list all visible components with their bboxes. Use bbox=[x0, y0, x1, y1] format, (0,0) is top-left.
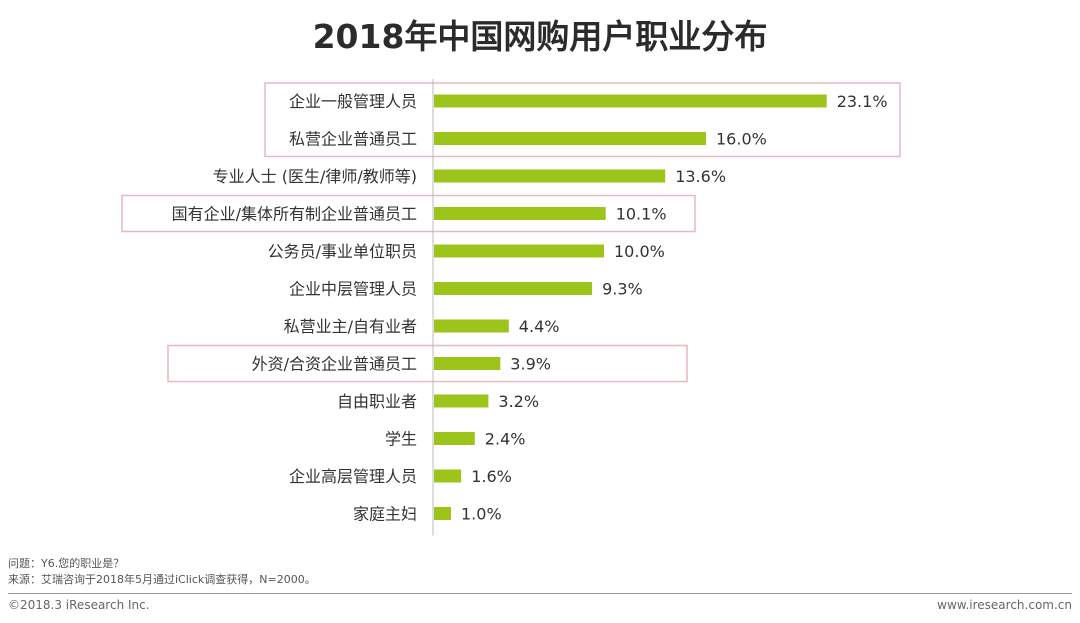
category-label: 学生 bbox=[385, 430, 417, 449]
value-label: 10.1% bbox=[616, 205, 667, 224]
category-label: 私营业主/自有业者 bbox=[284, 317, 417, 336]
bar bbox=[434, 319, 509, 333]
footnote-question: 问题：Y6.您的职业是？ bbox=[8, 557, 125, 570]
value-label: 3.2% bbox=[498, 392, 539, 411]
footer-divider bbox=[8, 593, 1072, 594]
chart-title: 2018年中国网购用户职业分布 bbox=[312, 17, 768, 56]
category-label: 企业高层管理人员 bbox=[289, 467, 417, 486]
value-label: 4.4% bbox=[519, 317, 560, 336]
category-label: 专业人士 (医生/律师/教师等) bbox=[213, 167, 417, 186]
category-label: 国有企业/集体所有制企业普通员工 bbox=[172, 205, 417, 224]
bar bbox=[434, 169, 666, 183]
website-link[interactable]: www.iresearch.com.cn bbox=[937, 598, 1072, 612]
bar bbox=[434, 432, 475, 445]
bar bbox=[434, 357, 501, 370]
bar bbox=[434, 282, 593, 295]
category-label: 自由职业者 bbox=[337, 392, 417, 411]
value-label: 13.6% bbox=[675, 167, 726, 186]
value-label: 2.4% bbox=[485, 430, 526, 449]
highlight-box-2 bbox=[167, 344, 688, 383]
value-label: 16.0% bbox=[716, 130, 767, 149]
footnote-source: 来源：艾瑞咨询于2018年5月通过iClick调查获得，N=2000。 bbox=[8, 573, 316, 586]
category-label: 家庭主妇 bbox=[353, 505, 417, 524]
value-label: 9.3% bbox=[602, 280, 643, 299]
value-label: 10.0% bbox=[614, 242, 665, 261]
category-label: 企业一般管理人员 bbox=[289, 92, 417, 111]
bar bbox=[434, 244, 604, 258]
bar bbox=[434, 469, 462, 483]
bar bbox=[434, 394, 489, 408]
highlight-box-0 bbox=[264, 82, 901, 158]
category-label: 企业中层管理人员 bbox=[289, 280, 417, 299]
bar bbox=[434, 507, 451, 520]
value-label: 3.9% bbox=[510, 355, 551, 374]
value-label: 1.6% bbox=[471, 467, 512, 486]
bar bbox=[434, 94, 827, 108]
category-label: 公务员/事业单位职员 bbox=[268, 242, 417, 261]
highlight-box-1 bbox=[121, 194, 696, 233]
category-label: 私营企业普通员工 bbox=[289, 130, 417, 149]
category-label: 外资/合资企业普通员工 bbox=[252, 355, 417, 374]
copyright-text: ©2018.3 iResearch Inc. bbox=[8, 598, 150, 612]
bar bbox=[434, 207, 606, 220]
bar-chart: 企业一般管理人员 23.1% 私营企业普通员工 16.0% 专业人士 (医生/律师/教师… bbox=[121, 79, 901, 536]
bar bbox=[434, 132, 706, 145]
value-label: 1.0% bbox=[461, 505, 502, 524]
value-label: 23.1% bbox=[837, 92, 888, 111]
